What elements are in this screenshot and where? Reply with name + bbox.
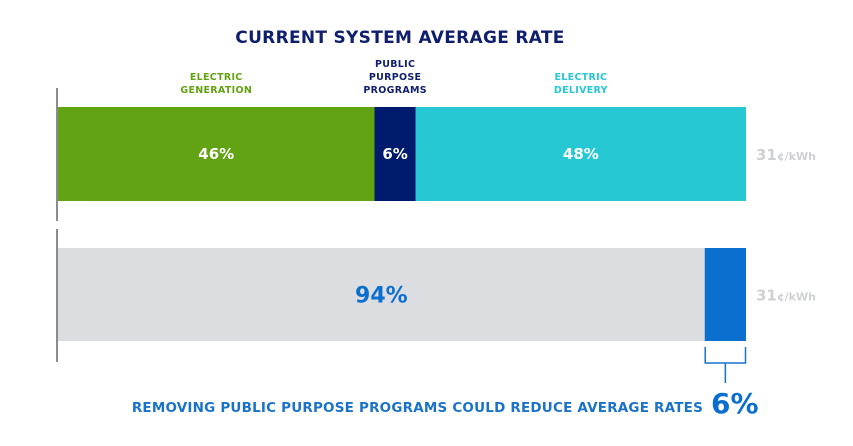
chart-title: CURRENT SYSTEM AVERAGE RATE — [235, 28, 564, 48]
value-label: 48% — [563, 145, 599, 163]
total-unit: ¢/kWh — [777, 150, 816, 163]
segment-label: DELIVERY — [554, 85, 608, 96]
value-label: 46% — [198, 145, 234, 163]
segment-label: GENERATION — [180, 85, 252, 96]
bracket — [704, 347, 747, 383]
bar-segment — [704, 248, 746, 341]
bar-segment — [415, 107, 746, 201]
segment-label: ELECTRIC — [190, 72, 243, 83]
annotation-text: REMOVING PUBLIC PURPOSE PROGRAMS COULD R… — [132, 400, 703, 416]
total-value: 31 — [756, 287, 777, 305]
bar-segment — [374, 107, 416, 201]
annotation-value: 6% — [711, 387, 759, 420]
bar-segment — [58, 248, 705, 341]
segment-label: PUBLIC — [375, 59, 415, 70]
bar-segment — [58, 107, 375, 201]
total-value: 31 — [756, 146, 777, 164]
value-label: 94% — [355, 284, 408, 309]
total-unit: ¢/kWh — [777, 291, 816, 304]
bars-layer: 46% ELECTRIC GENERATION 6% PUBLIC PURPOSE PROG… — [56, 59, 816, 383]
segment-label: ELECTRIC — [555, 72, 608, 83]
value-label: 6% — [382, 145, 407, 163]
segment-label: PURPOSE — [369, 72, 421, 83]
segment-label: PROGRAMS — [363, 85, 427, 96]
